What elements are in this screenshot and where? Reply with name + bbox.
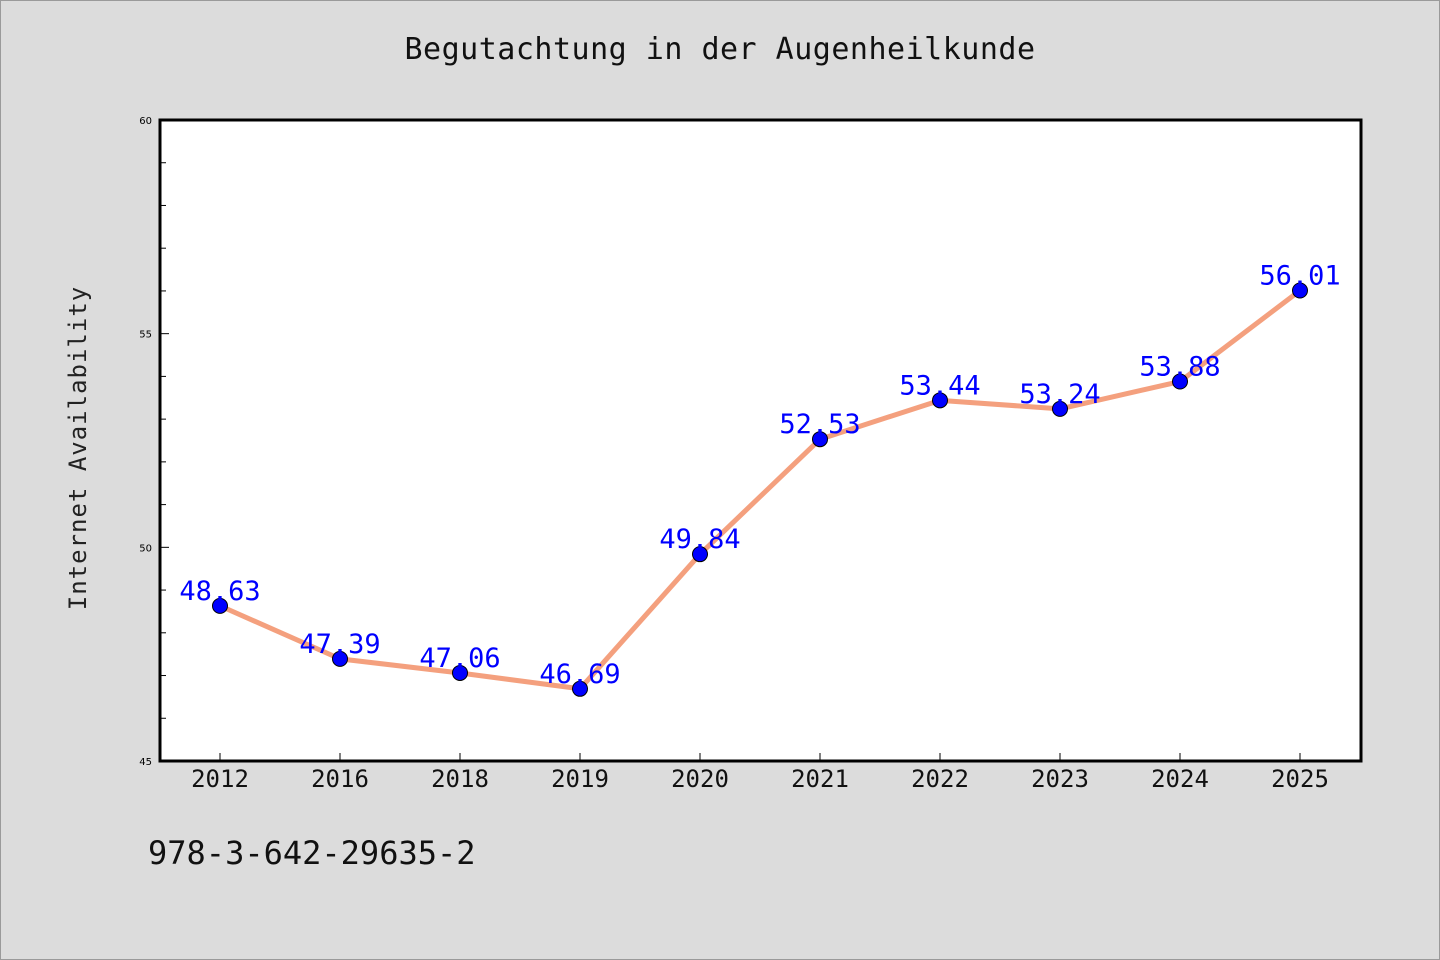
data-label: 52.53 [779, 409, 860, 440]
data-point [332, 650, 348, 667]
footnote-isbn: 978-3-642-29635-2 [148, 834, 476, 872]
data-label: 53.88 [1139, 352, 1220, 383]
x-tick-label: 2024 [1151, 765, 1209, 793]
x-tick-label: 2020 [671, 765, 729, 793]
data-label: 53.24 [1019, 379, 1100, 410]
series-line [218, 288, 1302, 692]
x-tick-label: 2012 [191, 765, 249, 793]
data-point [452, 664, 468, 681]
x-tick-label: 2018 [431, 765, 489, 793]
data-point [812, 431, 828, 448]
data-label: 49.84 [659, 524, 740, 555]
x-tick-label: 2022 [911, 765, 969, 793]
y-tick-label: 50 [139, 543, 152, 554]
data-point [692, 546, 708, 563]
data-label: 53.44 [899, 370, 980, 401]
x-tick-label: 2023 [1031, 765, 1089, 793]
chart-title: Begutachtung in der Augenheilkunde [404, 32, 1036, 67]
data-label: 46.69 [539, 659, 620, 690]
y-tick-label: 60 [139, 116, 152, 127]
data-point [1052, 400, 1068, 417]
data-label: 47.39 [299, 629, 380, 660]
x-tick-label: 2019 [551, 765, 609, 793]
x-tick-label: 2016 [311, 765, 369, 793]
data-point [572, 680, 588, 697]
data-label: 47.06 [419, 643, 500, 674]
x-tick-label: 2025 [1271, 765, 1329, 793]
y-tick-label: 45 [139, 757, 152, 768]
plot-area [158, 118, 1363, 763]
x-tick-label: 2021 [791, 765, 849, 793]
data-label: 56.01 [1259, 261, 1340, 292]
data-point [1172, 373, 1188, 390]
data-point [932, 392, 948, 409]
data-label: 48.63 [179, 576, 260, 607]
data-point [1292, 282, 1308, 299]
data-point [212, 597, 228, 614]
y-tick-label: 55 [139, 330, 152, 341]
